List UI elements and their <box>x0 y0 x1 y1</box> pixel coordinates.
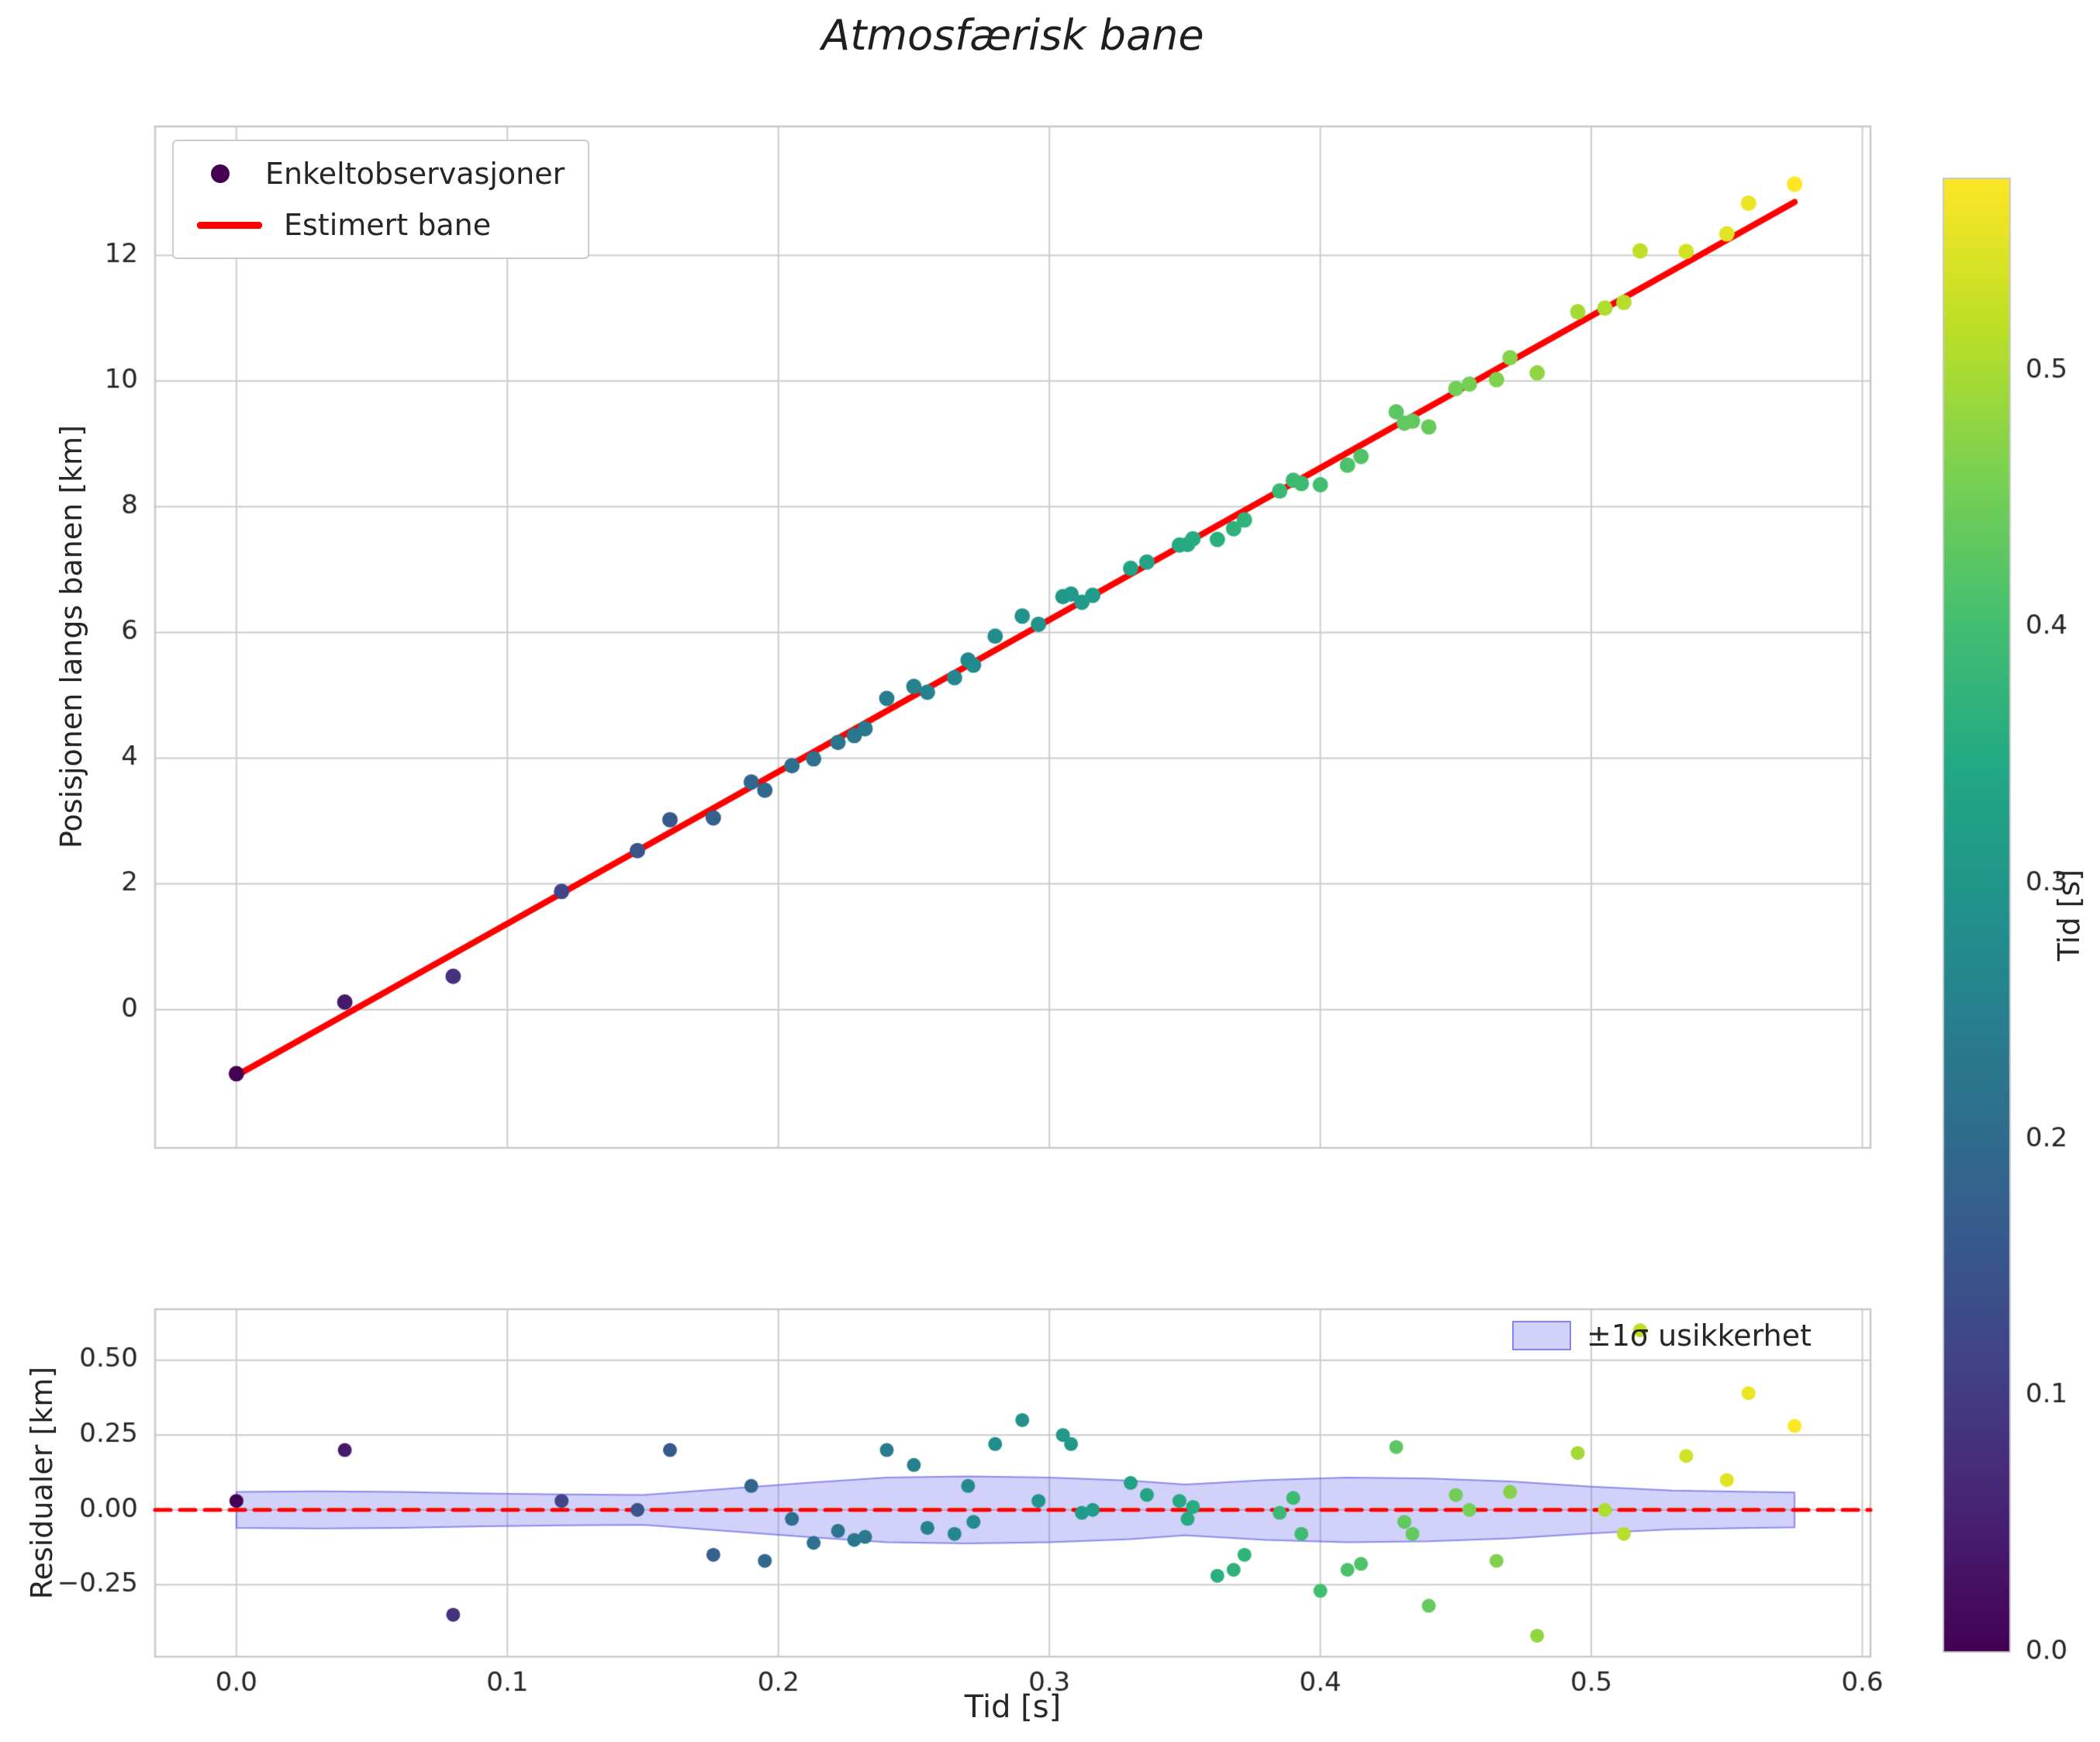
colorbar-label: Tid [s] <box>2052 869 2086 962</box>
trajectory-legend: Enkeltobservasjoner Estimert bane <box>172 140 590 259</box>
legend-label-fit: Estimert bane <box>284 208 492 242</box>
scatter-marker-icon <box>211 164 230 183</box>
legend-label-uncertainty: ±1σ usikkerhet <box>1587 1319 1812 1353</box>
trajectory-ylabel: Posisjonen langs banen [km] <box>54 424 88 849</box>
fit-line-icon <box>197 221 262 229</box>
residuals-ylabel: Residualer [km] <box>25 1366 59 1600</box>
x-axis-label: Tid [s] <box>964 1689 1062 1725</box>
figure-title: Atmosfærisk bane <box>821 11 1204 60</box>
residuals-legend: ±1σ usikkerhet <box>1512 1319 1812 1353</box>
legend-item-fit: Estimert bane <box>197 208 565 242</box>
legend-item-observations: Enkeltobservasjoner <box>197 157 565 191</box>
legend-label-observations: Enkeltobservasjoner <box>265 157 565 191</box>
uncertainty-band-icon <box>1512 1321 1571 1350</box>
